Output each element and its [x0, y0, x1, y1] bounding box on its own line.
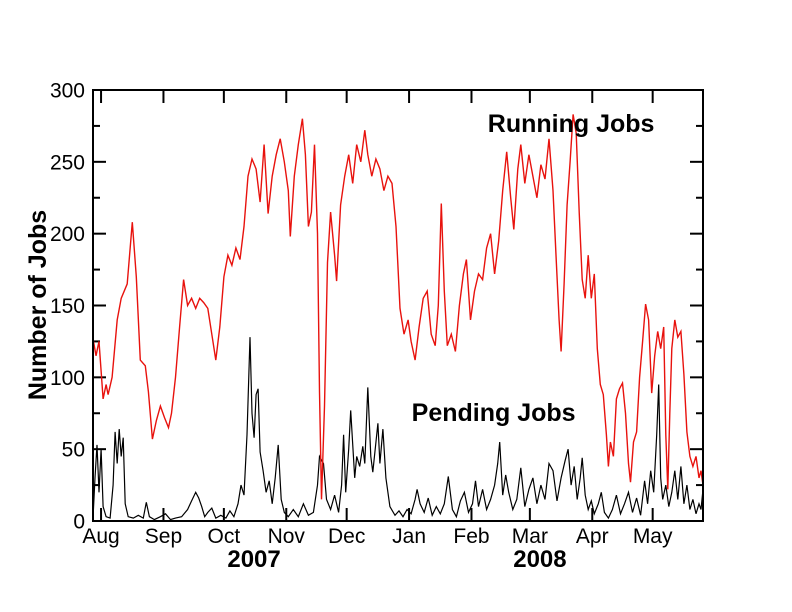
- plot-frame: [92, 89, 704, 522]
- y-tick-label: 200: [50, 223, 85, 246]
- month-tick-label: Mar: [512, 525, 548, 548]
- month-tick-label: Oct: [208, 525, 241, 548]
- year-label-2007: 2007: [227, 546, 280, 573]
- y-tick-label: 100: [50, 367, 85, 390]
- y-axis-title: Number of Jobs: [24, 210, 52, 400]
- month-tick-label: Apr: [576, 525, 609, 548]
- y-tick-label: 250: [50, 151, 85, 174]
- y-tick-label: 300: [50, 80, 85, 103]
- pending-jobs-label: Pending Jobs: [412, 399, 576, 427]
- month-tick-label: Feb: [453, 525, 489, 548]
- running-jobs-line: [92, 114, 704, 500]
- running-jobs-label: Running Jobs: [488, 110, 655, 138]
- month-tick-label: Nov: [268, 525, 306, 548]
- year-label-2008: 2008: [513, 546, 566, 573]
- axis-ticks: [93, 89, 703, 522]
- month-tick-label: Dec: [328, 525, 365, 548]
- tick-labels: 0 50 100 150 200 250 300 Aug Sep Oct Nov Dec Jan Feb M…: [50, 80, 673, 548]
- pending-jobs-line: [92, 337, 704, 521]
- y-tick-label: 150: [50, 295, 85, 318]
- series-lines: [92, 114, 704, 521]
- month-tick-label: Aug: [82, 525, 119, 548]
- month-tick-label: Jan: [392, 525, 426, 548]
- month-tick-label: Sep: [145, 525, 182, 548]
- y-tick-label: 50: [62, 439, 85, 462]
- y-tick-label: 0: [73, 511, 85, 534]
- month-tick-label: May: [633, 525, 673, 548]
